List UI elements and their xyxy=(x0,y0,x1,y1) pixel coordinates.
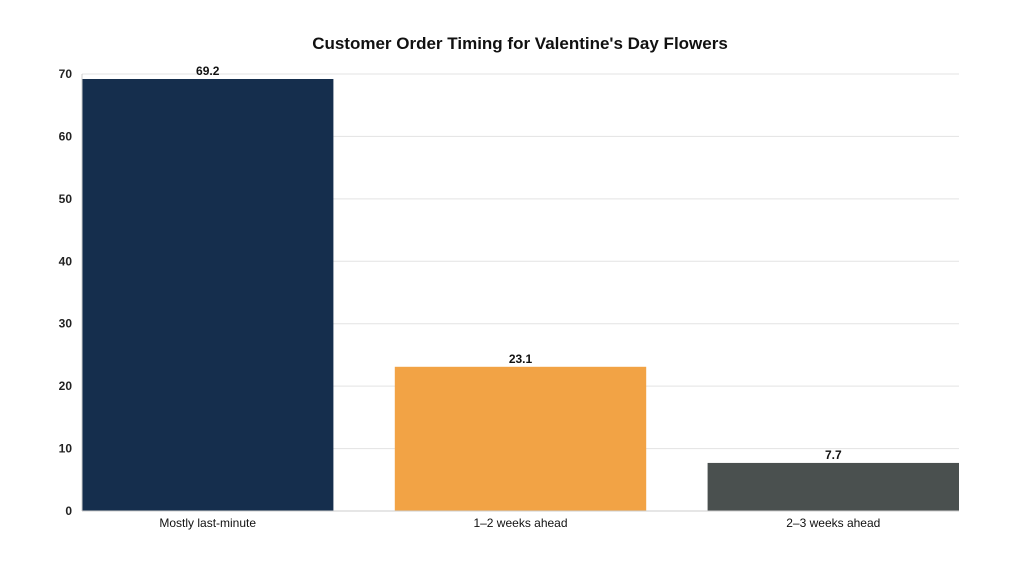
y-tick-label: 0 xyxy=(65,504,72,518)
bar xyxy=(394,366,647,511)
data-label: 69.2 xyxy=(196,64,220,78)
axes xyxy=(81,74,959,512)
y-tick-label: 50 xyxy=(59,192,73,206)
bars xyxy=(82,78,959,511)
y-tick-label: 20 xyxy=(59,379,73,393)
y-tick-label: 40 xyxy=(59,254,73,268)
bar xyxy=(707,462,959,511)
x-tick-label: Mostly last-minute xyxy=(159,516,256,530)
y-tick-label: 30 xyxy=(59,317,73,331)
data-label: 7.7 xyxy=(825,448,842,462)
bar xyxy=(82,78,334,511)
chart-title: Customer Order Timing for Valentine's Da… xyxy=(312,34,728,53)
data-label: 23.1 xyxy=(509,352,533,366)
x-tick-label: 2–3 weeks ahead xyxy=(786,516,880,530)
x-tick-label: 1–2 weeks ahead xyxy=(473,516,567,530)
y-tick-label: 60 xyxy=(59,129,73,143)
labels: 0 10 20 30 40 50 60 70 69.2 Mostly last-minute 23.… xyxy=(59,64,881,530)
y-tick-label: 10 xyxy=(59,442,73,456)
y-tick-label: 70 xyxy=(59,67,73,81)
